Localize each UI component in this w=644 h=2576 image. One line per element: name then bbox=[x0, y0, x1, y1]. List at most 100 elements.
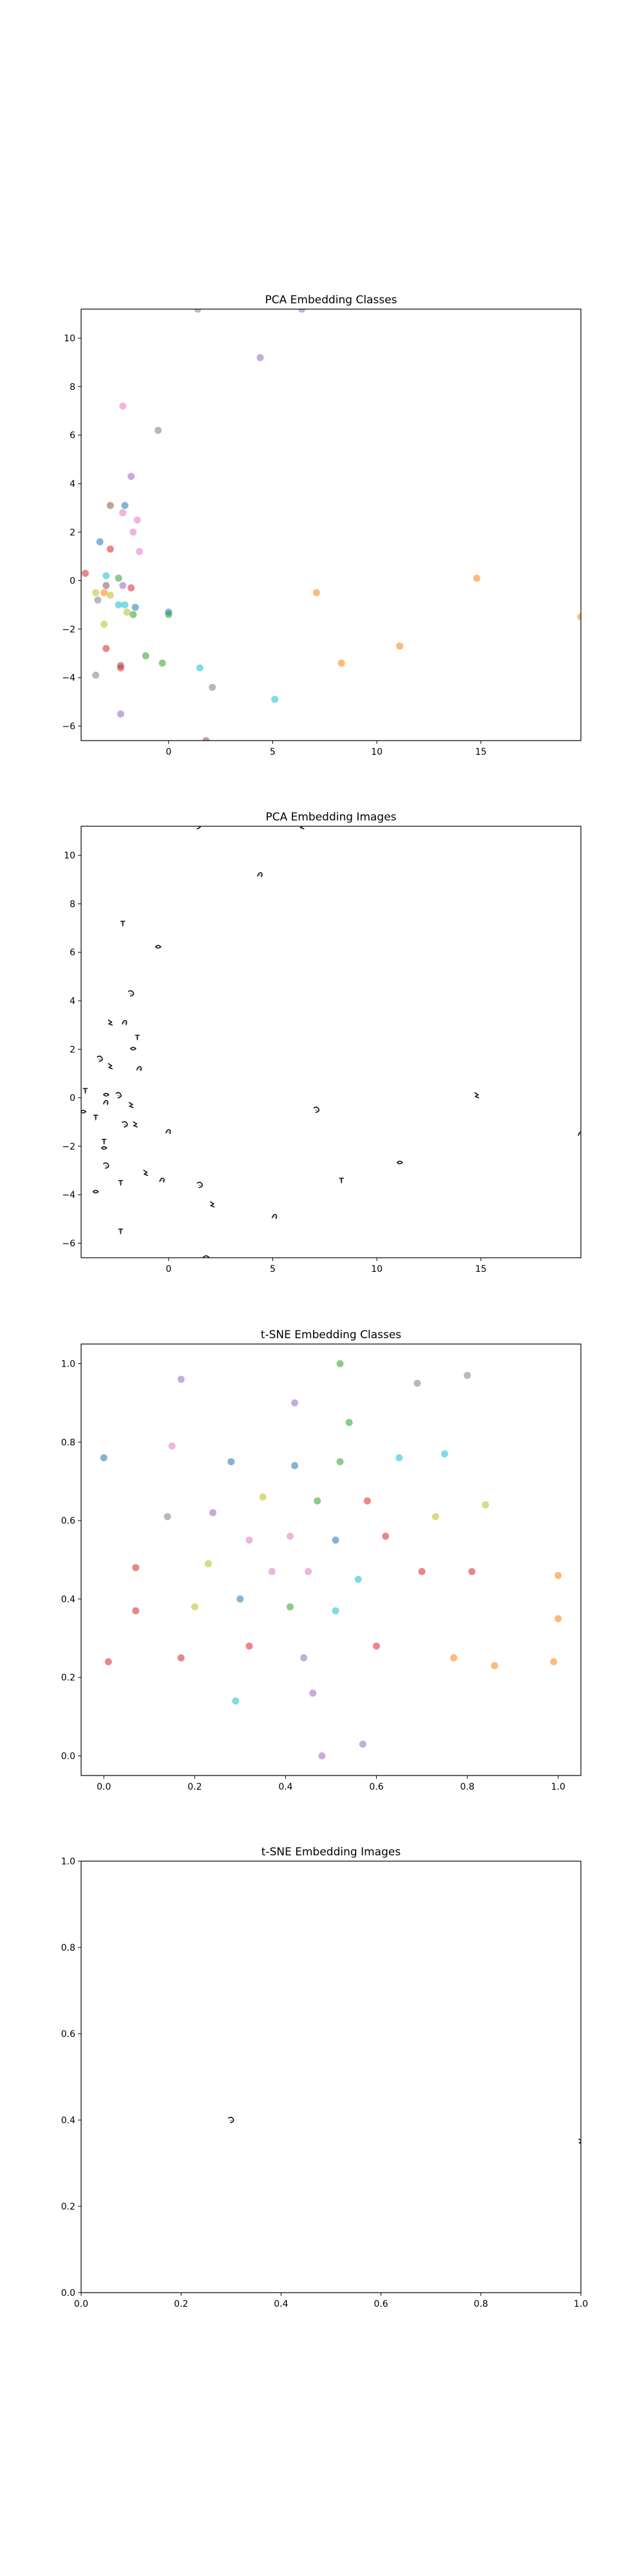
data-point bbox=[92, 589, 100, 596]
image-thumbnail-marker bbox=[130, 1046, 137, 1051]
image-thumbnail-marker bbox=[209, 1201, 215, 1208]
data-point bbox=[354, 1576, 362, 1583]
x-tick-label: 15 bbox=[475, 1264, 487, 1274]
data-point bbox=[209, 1509, 217, 1517]
image-thumbnail-marker bbox=[396, 1160, 403, 1164]
data-point bbox=[482, 1501, 489, 1509]
data-point bbox=[136, 547, 143, 555]
image-thumbnail-marker bbox=[155, 945, 162, 949]
data-point bbox=[117, 664, 124, 672]
image-thumbnail-marker bbox=[196, 1182, 203, 1188]
data-point bbox=[291, 1399, 299, 1406]
x-tick-label: 1.0 bbox=[574, 2299, 588, 2309]
image-thumbnail-marker bbox=[474, 1092, 480, 1099]
x-tick-label: 0 bbox=[166, 1264, 171, 1274]
image-thumbnail-marker bbox=[81, 1110, 87, 1113]
data-point bbox=[413, 1379, 421, 1387]
data-point bbox=[102, 645, 110, 652]
data-point bbox=[337, 659, 345, 667]
data-point bbox=[96, 538, 104, 545]
image-thumbnail-marker bbox=[82, 1088, 88, 1094]
x-tick-label: 5 bbox=[270, 1264, 276, 1274]
data-point bbox=[491, 1662, 498, 1669]
image-thumbnail-marker bbox=[122, 1121, 128, 1128]
data-point bbox=[131, 603, 139, 611]
data-point bbox=[227, 1458, 235, 1466]
data-point bbox=[550, 1658, 558, 1665]
data-point bbox=[102, 582, 110, 589]
chart-title: PCA Embedding Images bbox=[265, 811, 396, 824]
y-tick-label: 2 bbox=[70, 1045, 75, 1055]
data-point bbox=[359, 1740, 366, 1748]
image-thumbnail-marker bbox=[118, 1228, 124, 1235]
y-tick-label: 2 bbox=[70, 527, 75, 538]
data-point bbox=[100, 620, 108, 628]
axes-frame bbox=[80, 826, 582, 1258]
chart-panel-2: PCA Embedding Images 0 5 10 15 −6 −4 −2 0 2 4 6 8 10 bbox=[62, 811, 582, 1274]
data-point bbox=[554, 1571, 562, 1579]
data-point bbox=[133, 516, 141, 524]
x-tick-label: 5 bbox=[270, 747, 276, 757]
y-tick-label: 0.4 bbox=[61, 2116, 75, 2126]
x-tick-label: 10 bbox=[371, 1264, 383, 1274]
chart-title: t-SNE Embedding Images bbox=[261, 1846, 401, 1859]
image-thumbnail-marker bbox=[271, 1214, 278, 1219]
chart-title: t-SNE Embedding Classes bbox=[261, 1329, 401, 1341]
y-tick-label: 0.0 bbox=[61, 2288, 75, 2298]
image-thumbnail-marker bbox=[103, 1100, 109, 1105]
y-tick-label: 1.0 bbox=[61, 1359, 75, 1369]
x-tick-label: 0.0 bbox=[74, 2299, 88, 2309]
data-point bbox=[82, 569, 89, 577]
image-thumbnail-marker bbox=[203, 1255, 210, 1258]
image-thumbnail-marker bbox=[120, 920, 126, 927]
data-point bbox=[305, 1567, 312, 1575]
data-point bbox=[440, 1450, 448, 1457]
image-thumbnail-marker bbox=[165, 1129, 171, 1135]
y-tick-label: −6 bbox=[62, 1238, 75, 1249]
plot-area bbox=[81, 826, 581, 1258]
data-point bbox=[464, 1372, 471, 1379]
data-point bbox=[100, 589, 108, 596]
x-tick-label: 15 bbox=[475, 747, 487, 757]
image-thumbnail-marker bbox=[159, 1177, 165, 1183]
data-point bbox=[94, 596, 102, 604]
x-tick-label: 0.6 bbox=[374, 2299, 388, 2309]
data-point bbox=[121, 601, 129, 609]
data-point bbox=[298, 309, 306, 313]
x-tick-label: 0.2 bbox=[187, 1782, 202, 1792]
data-point bbox=[577, 613, 581, 621]
y-tick-label: 0 bbox=[70, 576, 75, 587]
data-point bbox=[473, 574, 480, 582]
data-point bbox=[318, 1752, 326, 1759]
x-tick-label: 0.8 bbox=[474, 2299, 488, 2309]
data-point bbox=[168, 1442, 176, 1450]
plot-area bbox=[227, 2116, 581, 2145]
data-point bbox=[259, 1493, 267, 1501]
data-point bbox=[177, 1376, 185, 1383]
x-tick-label: 0.2 bbox=[174, 2299, 188, 2309]
data-point bbox=[92, 671, 100, 679]
data-point bbox=[132, 1607, 140, 1615]
x-tick-label: 0.4 bbox=[274, 2299, 288, 2309]
y-tick-label: 0.8 bbox=[61, 1943, 75, 1953]
y-tick-label: 8 bbox=[70, 899, 75, 909]
chart-title: PCA Embedding Classes bbox=[265, 294, 397, 307]
y-tick-label: 0.2 bbox=[61, 1673, 75, 1683]
image-thumbnail-marker bbox=[128, 1102, 134, 1108]
data-point bbox=[396, 642, 404, 650]
image-thumbnail-marker bbox=[108, 1019, 113, 1026]
y-tick-label: 1.0 bbox=[61, 1857, 75, 1867]
data-point bbox=[309, 1689, 317, 1697]
data-point bbox=[129, 528, 137, 536]
x-tick-label: 1.0 bbox=[551, 1782, 565, 1792]
plot-area bbox=[100, 1360, 562, 1759]
image-thumbnail-marker bbox=[118, 1180, 124, 1186]
data-point bbox=[102, 572, 110, 580]
data-point bbox=[314, 1497, 321, 1505]
image-thumbnail-marker bbox=[97, 1056, 103, 1063]
y-tick-label: −4 bbox=[62, 673, 75, 683]
data-point bbox=[202, 737, 210, 741]
data-point bbox=[431, 1513, 439, 1520]
data-point bbox=[332, 1537, 339, 1544]
